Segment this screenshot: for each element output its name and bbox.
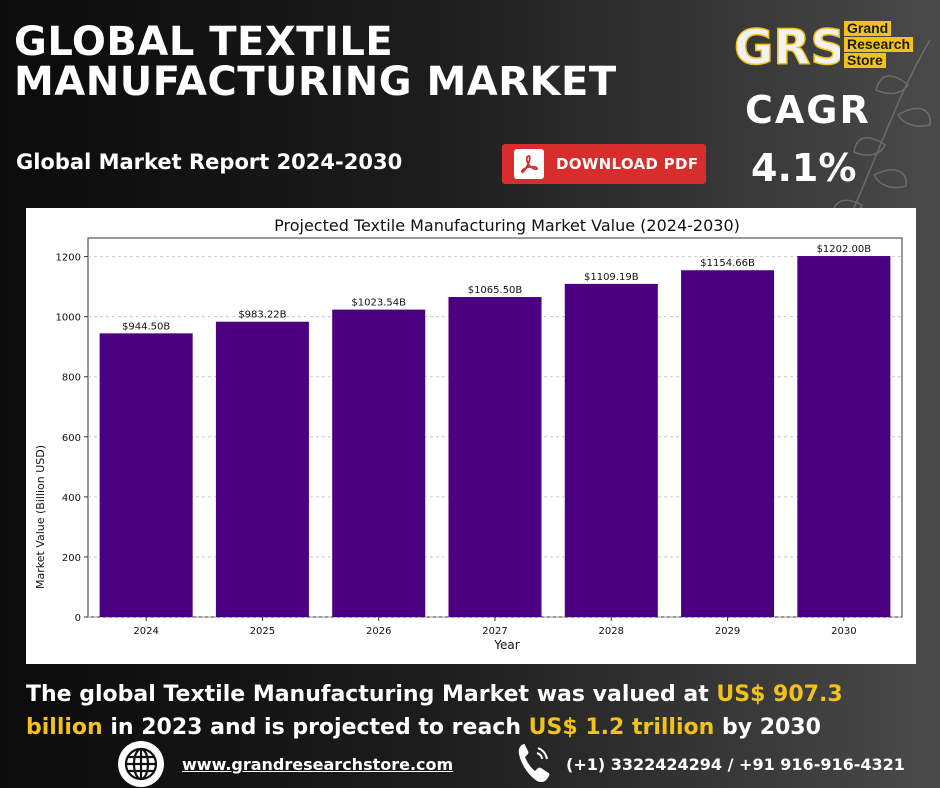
bar-data-label: $1065.50B [468, 285, 523, 296]
bar-2026 [332, 309, 426, 617]
y-tick-label: 1000 [56, 313, 81, 324]
grs-logo-mark: GRS [733, 20, 840, 70]
bar-2029 [681, 270, 775, 617]
logo-word-grand: Grand [844, 21, 892, 36]
market-summary: The global Textile Manufacturing Market … [26, 678, 926, 744]
summary-text-1: The global Textile Manufacturing Market … [26, 682, 717, 707]
y-tick-label: 200 [62, 553, 81, 564]
chart-y-axis-label: Market Value (Billion USD) [34, 445, 47, 589]
bar-data-label: $1154.66B [700, 258, 755, 269]
x-tick-label: 2028 [599, 626, 624, 637]
page-title: GLOBAL TEXTILE MANUFACTURING MARKET [14, 22, 617, 102]
website-link[interactable]: www.grandresearchstore.com [182, 755, 454, 774]
y-tick-label: 600 [62, 433, 81, 444]
title-line-1: GLOBAL TEXTILE [14, 19, 394, 65]
chart-title: Projected Textile Manufacturing Market V… [274, 216, 740, 235]
bar-data-label: $1023.54B [351, 298, 406, 309]
y-tick-label: 0 [75, 613, 81, 624]
bar-data-label: $983.22B [238, 310, 286, 321]
summary-value-2030: US$ 1.2 trillion [528, 715, 715, 740]
summary-text-3: by 2030 [714, 715, 821, 740]
y-tick-label: 400 [62, 493, 81, 504]
bar-data-label: $1109.19B [584, 272, 639, 283]
phone-icon [518, 744, 550, 783]
download-pdf-label: DOWNLOAD PDF [556, 155, 699, 173]
title-line-2: MANUFACTURING MARKET [14, 59, 617, 105]
chart-x-axis-label: Year [493, 638, 519, 652]
phone-number: (+1) 3322424294 / +91 916-916-4321 [566, 755, 905, 774]
logo-word-store: Store [844, 53, 886, 68]
y-tick-label: 1200 [56, 253, 81, 264]
logo-word-research: Research [844, 37, 914, 52]
x-tick-label: 2025 [250, 626, 275, 637]
bar-2030 [797, 256, 891, 617]
cagr-value: 4.1% [751, 146, 857, 190]
brand-logo: GRS Grand Research Store [732, 20, 938, 70]
x-tick-label: 2027 [482, 626, 507, 637]
cagr-label: CAGR [745, 88, 871, 132]
x-tick-label: 2024 [133, 626, 158, 637]
x-tick-label: 2026 [366, 626, 391, 637]
bar-2028 [564, 283, 658, 617]
summary-text-2: in 2023 and is projected to reach [102, 715, 529, 740]
x-tick-label: 2030 [831, 626, 856, 637]
bar-2027 [448, 297, 542, 617]
bar-2024 [99, 333, 193, 617]
download-pdf-button[interactable]: DOWNLOAD PDF [502, 144, 706, 184]
bar-data-label: $944.50B [122, 321, 170, 332]
y-tick-label: 800 [62, 373, 81, 384]
x-tick-label: 2029 [715, 626, 740, 637]
globe-icon [118, 741, 164, 787]
bar-2025 [215, 321, 309, 617]
bar-chart: Projected Textile Manufacturing Market V… [34, 216, 903, 652]
bar-data-label: $1202.00B [817, 244, 872, 255]
report-subtitle: Global Market Report 2024-2030 [16, 150, 403, 174]
logo-mark-text: GRS [734, 20, 840, 70]
pdf-icon [514, 149, 544, 179]
summary-value-2023: US$ 907.3 billion [26, 682, 843, 740]
bar-chart-panel: Projected Textile Manufacturing Market V… [26, 208, 916, 664]
